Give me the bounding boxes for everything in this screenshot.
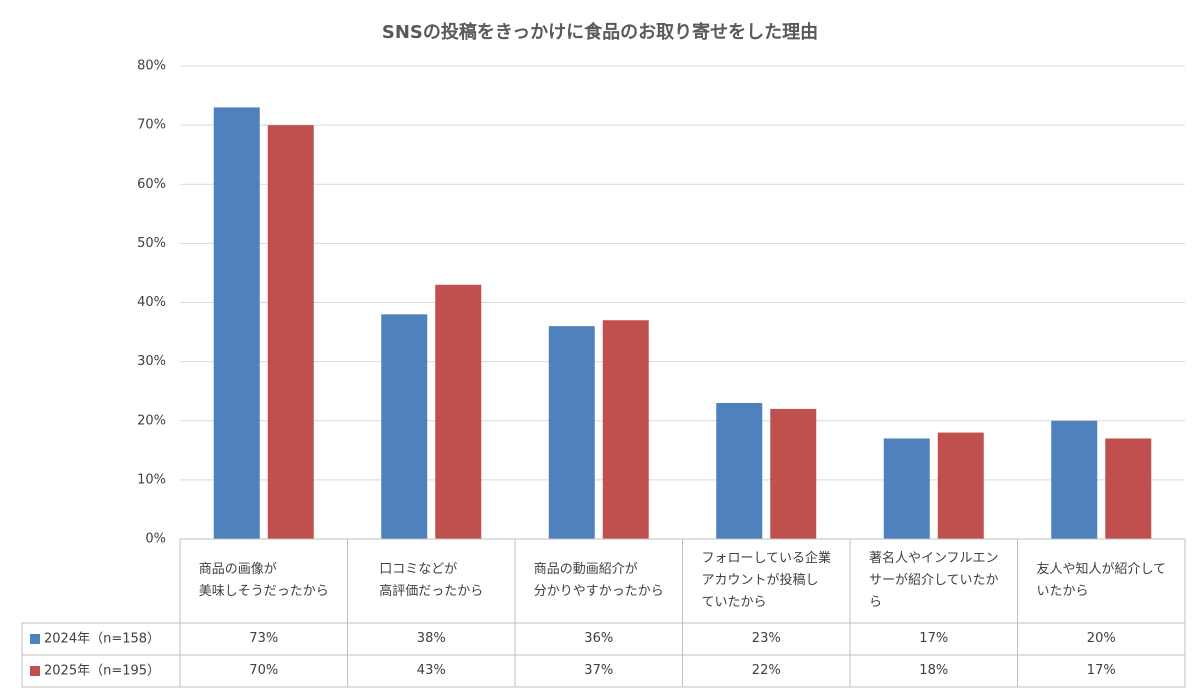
- bar: [267, 125, 314, 539]
- table-value: 20%: [1086, 631, 1116, 646]
- table-value: 70%: [249, 663, 279, 678]
- bar: [602, 320, 649, 539]
- table-value: 23%: [751, 631, 781, 646]
- legend-label: 2025年（n=195）: [44, 664, 160, 679]
- x-tick-label: 著名人やインフルエン サーが紹介していたか ら: [868, 551, 999, 610]
- y-tick-label: 60%: [137, 177, 166, 192]
- bar: [213, 107, 260, 539]
- legend-key: [30, 666, 40, 676]
- y-tick-label: 70%: [137, 118, 166, 133]
- table-value: 22%: [751, 663, 781, 678]
- legend-key: [30, 634, 40, 644]
- bar: [1051, 420, 1098, 539]
- table-value: 37%: [584, 663, 614, 678]
- y-tick-label: 0%: [145, 532, 166, 547]
- bar: [883, 438, 930, 539]
- table-value: 18%: [919, 663, 949, 678]
- x-tick-label: 口コミなどが 高評価だったから: [379, 562, 484, 599]
- x-tick-label: 商品の動画紹介が 分かりやすかったから: [533, 562, 664, 599]
- x-tick-label: 友人や知人が紹介して いたから: [1036, 562, 1167, 599]
- y-tick-label: 40%: [137, 295, 166, 310]
- bar: [716, 403, 763, 539]
- bar: [435, 284, 482, 539]
- y-tick-label: 20%: [137, 413, 166, 428]
- table-value: 17%: [1086, 663, 1116, 678]
- y-tick-label: 50%: [137, 236, 166, 251]
- legend-label: 2024年（n=158）: [44, 632, 160, 647]
- chart-title: SNSの投稿をきっかけに食品のお取り寄せをした理由: [382, 21, 818, 43]
- bar: [381, 314, 428, 539]
- table-value: 73%: [249, 631, 279, 646]
- table-value: 17%: [919, 631, 949, 646]
- table-value: 43%: [416, 663, 446, 678]
- x-tick-label: 商品の画像が 美味しそうだったから: [198, 562, 329, 599]
- table-value: 36%: [584, 631, 614, 646]
- y-tick-label: 30%: [137, 354, 166, 369]
- bar: [548, 326, 595, 539]
- x-tick-label: フォローしている企業 アカウントが投稿し ていたから: [701, 551, 832, 610]
- y-tick-label: 10%: [137, 472, 166, 487]
- bar: [937, 432, 984, 539]
- table-value: 38%: [416, 631, 446, 646]
- y-tick-label: 80%: [137, 59, 166, 74]
- bar: [770, 408, 817, 539]
- bar: [1105, 438, 1152, 539]
